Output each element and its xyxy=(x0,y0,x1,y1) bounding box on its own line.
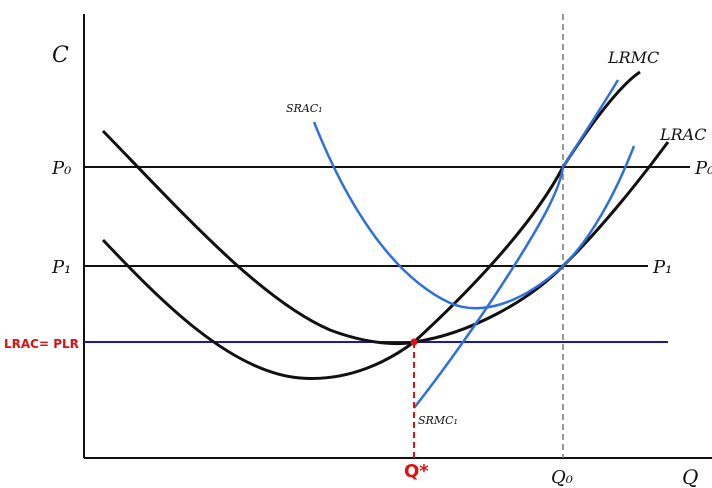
x-axis-label: Q xyxy=(682,465,698,488)
lrac-curve xyxy=(101,129,670,346)
lrmc-curve xyxy=(101,70,641,380)
lrmc-label: LRMC xyxy=(607,48,659,67)
y-axis-label: C xyxy=(52,43,69,68)
srac-curve xyxy=(312,121,636,310)
p0-right-label: P₀ xyxy=(694,158,712,179)
srmc-curve xyxy=(413,79,620,409)
lrac-plr-annotation: LRAC= PLR xyxy=(4,337,79,351)
p0-left-label: P₀ xyxy=(51,158,71,179)
p1-left-label: P₁ xyxy=(51,257,71,278)
qstar-label: Q* xyxy=(404,461,429,482)
lrac-label: LRAC xyxy=(659,125,706,144)
q0-label: Q₀ xyxy=(551,467,573,488)
p1-right-label: P₁ xyxy=(652,257,672,278)
qstar-point xyxy=(410,338,418,346)
srmc-label: SRMC₁ xyxy=(418,414,458,427)
srac-label: SRAC₁ xyxy=(286,102,323,115)
